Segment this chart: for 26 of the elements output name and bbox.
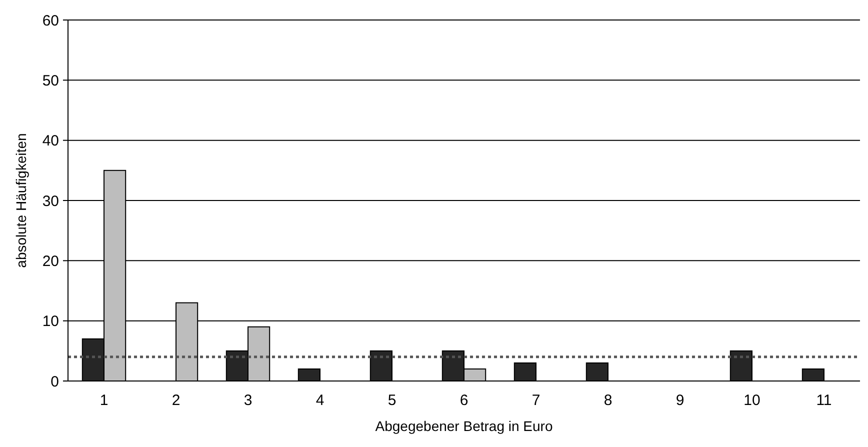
x-tick-label: 7 bbox=[532, 392, 540, 409]
bar bbox=[802, 368, 824, 382]
bar bbox=[370, 350, 392, 382]
y-tick-label: 10 bbox=[42, 313, 59, 330]
x-tick-label: 10 bbox=[744, 392, 760, 409]
x-tick-label: 6 bbox=[460, 392, 468, 409]
bar bbox=[298, 368, 320, 382]
bar bbox=[514, 362, 536, 382]
x-tick-label: 3 bbox=[244, 392, 252, 409]
x-tick-label: 2 bbox=[172, 392, 180, 409]
x-tick-label: 8 bbox=[604, 392, 612, 409]
x-tick-label: 9 bbox=[676, 392, 684, 409]
x-tick-label: 4 bbox=[316, 392, 324, 409]
x-tick-label: 1 bbox=[100, 392, 108, 409]
y-tick-label: 30 bbox=[42, 192, 59, 210]
y-tick-label: 40 bbox=[42, 132, 59, 150]
y-tick-label: 50 bbox=[42, 72, 59, 90]
bar bbox=[586, 362, 608, 382]
x-tick-label: 11 bbox=[816, 392, 832, 409]
x-axis-title: Abgegebener Betrag in Euro bbox=[375, 418, 553, 434]
y-tick-label: 0 bbox=[50, 373, 59, 390]
bar bbox=[730, 350, 752, 382]
y-tick-label: 60 bbox=[42, 12, 59, 30]
y-axis-title: absolute Häufigkeiten bbox=[13, 133, 29, 268]
y-tick-label: 20 bbox=[42, 252, 59, 270]
x-tick-label: 5 bbox=[388, 392, 396, 409]
